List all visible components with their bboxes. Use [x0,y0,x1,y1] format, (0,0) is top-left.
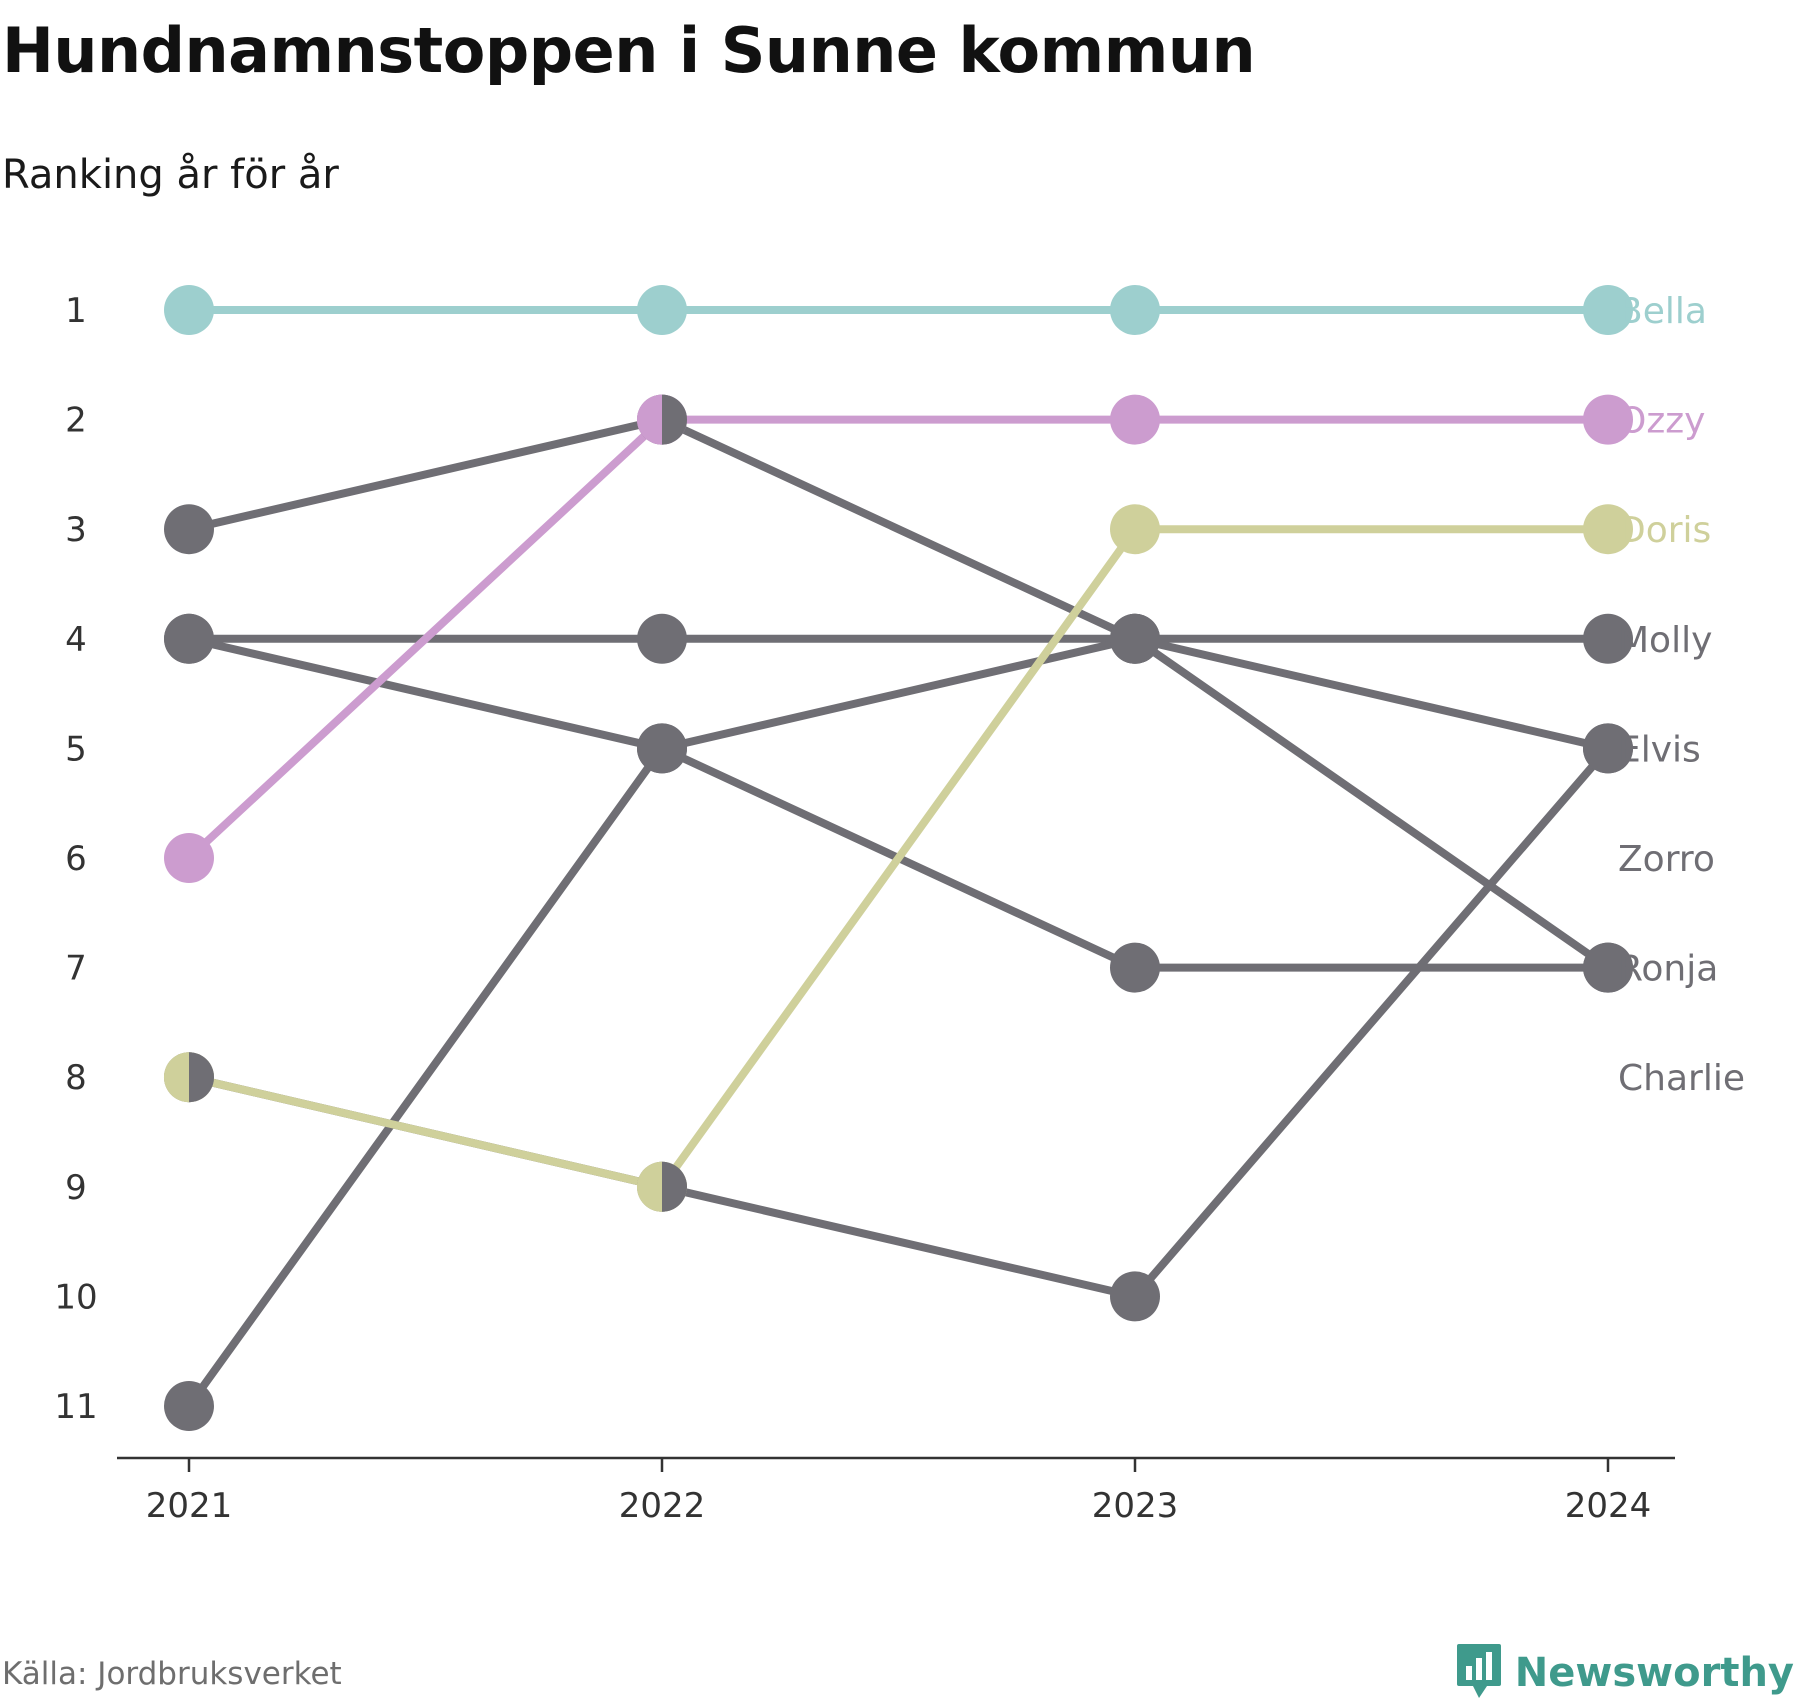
data-point-ozzy [1110,394,1160,445]
y-tick-label: 1 [65,291,87,331]
end-labels: Bella Ozzy Doris Molly Elvis Zorro Ronja Charli… [1618,291,1745,1099]
split-point-right [662,394,687,445]
data-point-ozzy [164,833,214,883]
data-point-doris [1583,504,1633,555]
data-point-molly [1583,613,1633,664]
series-line-elvis [185,634,1612,1410]
y-tick-label: 4 [65,620,87,660]
x-tick-label: 2021 [146,1486,233,1526]
data-point-bella [637,285,687,335]
y-tick-label: 7 [65,949,87,989]
end-label-ronja: Ronja [1618,949,1718,990]
x-axis: 2021 2022 2023 2024 [117,1456,1675,1526]
y-tick-label: 9 [65,1168,87,1208]
data-point-ronja [637,723,687,774]
data-point-bella [164,285,214,335]
data-point-ozzy [1583,394,1633,445]
data-point-bella [1583,285,1633,335]
split-point-right [189,1052,214,1103]
series-line-ozzy [185,415,1612,862]
data-point-molly [637,613,687,664]
bar-chart-speech-bubble-icon [1455,1642,1503,1704]
data-point-charlie [164,504,214,555]
end-label-bella: Bella [1618,291,1707,332]
bump-chart: 1 2 3 4 5 6 7 8 9 10 11 2021 2022 2023 2024 Bella Ozzy… [54,285,1745,1526]
end-label-doris: Doris [1618,510,1711,551]
end-label-ozzy: Ozzy [1618,401,1705,442]
data-point-bella [1110,285,1160,335]
data-point-elvis [164,1381,214,1431]
x-tick-label: 2022 [619,1486,706,1526]
data-point-ronja [164,613,214,664]
end-label-zorro: Zorro [1618,839,1715,880]
y-tick-label: 2 [65,401,87,441]
end-label-elvis: Elvis [1618,729,1701,770]
y-tick-label: 10 [54,1277,97,1317]
y-tick-label: 6 [65,839,87,879]
y-tick-label: 8 [65,1058,87,1098]
data-point-ronja [1110,942,1160,993]
source-note: Källa: Jordbruksverket [2,1656,342,1692]
data-point-zorro [1583,723,1633,774]
brand-name: Newsworthy [1514,1650,1794,1696]
end-label-charlie: Charlie [1618,1058,1745,1099]
chart-subtitle: Ranking år för år [2,152,339,198]
split-point-left [637,394,662,445]
data-point-charlie [1110,613,1160,664]
y-tick-label: 11 [54,1387,97,1427]
series-line-doris [185,525,1612,1191]
series-line-charlie [185,415,1612,972]
y-tick-label: 5 [65,729,87,769]
split-point-right [662,1161,687,1212]
series-lines [185,306,1612,1410]
split-point-left [164,1052,189,1103]
x-tick-label: 2023 [1092,1486,1179,1526]
series-line-ronja [185,634,1612,972]
brand-logo: Newsworthy [1455,1642,1794,1704]
y-tick-label: 3 [65,510,87,550]
y-axis: 1 2 3 4 5 6 7 8 9 10 11 [54,291,97,1427]
end-label-molly: Molly [1618,620,1712,661]
split-point-left [637,1161,662,1212]
data-point-charlie [1583,942,1633,993]
chart-title: Hundnamnstoppen i Sunne kommun [2,14,1256,87]
x-tick-label: 2024 [1565,1486,1652,1526]
series-markers [164,285,1633,1431]
series-line-zorro [185,744,1612,1301]
data-point-zorro [1110,1271,1160,1322]
data-point-doris [1110,504,1160,555]
